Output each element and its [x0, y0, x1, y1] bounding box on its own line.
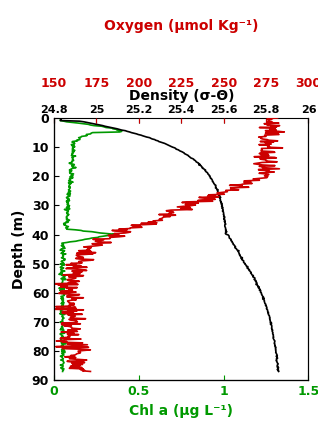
X-axis label: Oxygen (μmol Kg⁻¹): Oxygen (μmol Kg⁻¹) — [104, 19, 259, 33]
X-axis label: Chl a (μg L⁻¹): Chl a (μg L⁻¹) — [129, 404, 233, 418]
Y-axis label: Depth (m): Depth (m) — [12, 209, 26, 289]
X-axis label: Density (σ-Θ): Density (σ-Θ) — [128, 89, 234, 103]
